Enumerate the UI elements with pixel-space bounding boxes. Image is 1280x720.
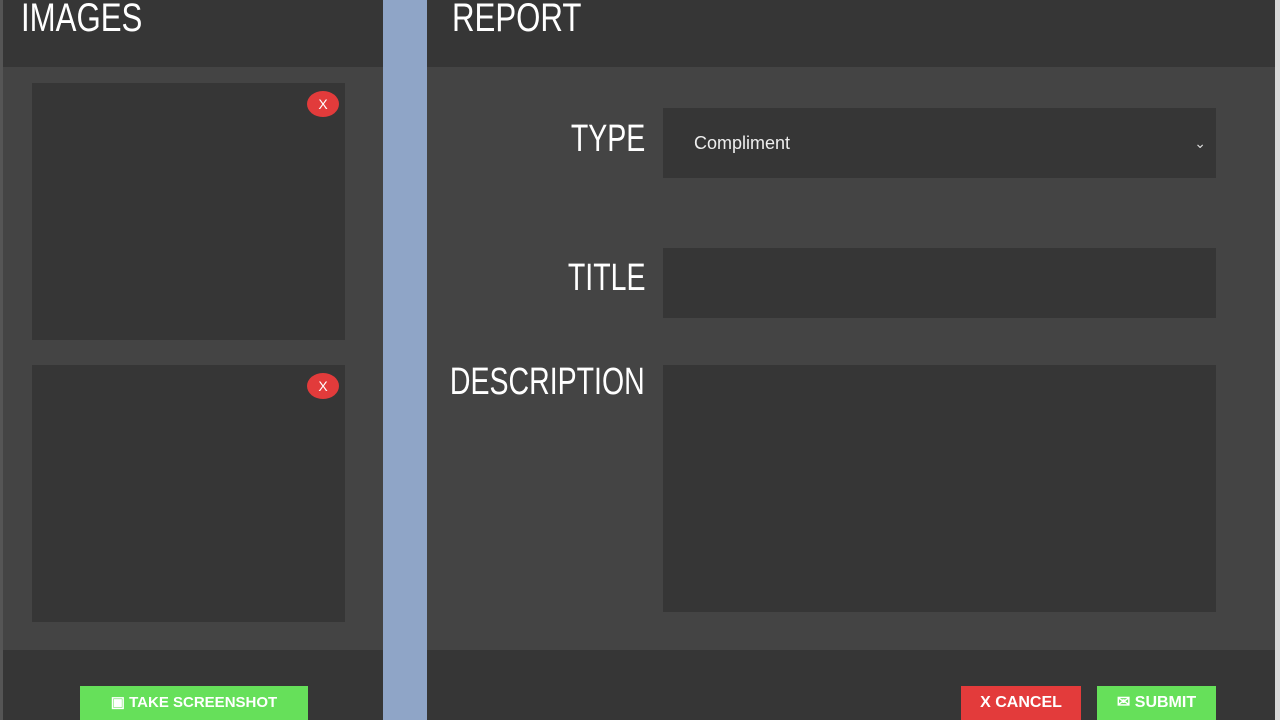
envelope-icon: ✉ xyxy=(1116,694,1135,711)
title-label: TITLE xyxy=(567,257,645,299)
remove-image-button[interactable]: X xyxy=(307,91,339,117)
take-screenshot-button[interactable]: ▣ TAKE SCREENSHOT xyxy=(80,686,308,720)
cancel-button[interactable]: X CANCEL xyxy=(961,686,1081,720)
camera-icon: ▣ xyxy=(110,694,130,711)
report-panel: REPORT TYPE Compliment ⌄ TITLE DESCRIPTI… xyxy=(427,0,1275,720)
report-title: REPORT xyxy=(452,0,582,40)
images-header: IMAGES xyxy=(3,0,383,67)
type-label: TYPE xyxy=(570,118,645,160)
submit-label: SUBMIT xyxy=(1134,694,1197,711)
title-input[interactable] xyxy=(663,248,1216,318)
image-slot: X xyxy=(32,365,345,622)
description-label: DESCRIPTION xyxy=(450,361,645,403)
chevron-down-icon: ⌄ xyxy=(1194,135,1206,151)
submit-button[interactable]: ✉ SUBMIT xyxy=(1097,686,1216,720)
take-screenshot-label: TAKE SCREENSHOT xyxy=(129,694,278,711)
remove-image-button[interactable]: X xyxy=(307,373,339,399)
window-edge xyxy=(1275,0,1280,720)
type-select-value: Compliment xyxy=(694,133,791,153)
image-slot: X xyxy=(32,83,345,340)
report-header: REPORT xyxy=(427,0,1275,67)
type-select[interactable]: Compliment ⌄ xyxy=(663,108,1216,178)
description-textarea[interactable] xyxy=(663,365,1216,612)
images-panel: IMAGES X X ▣ TAKE SCREENSHOT xyxy=(0,0,383,720)
images-title: IMAGES xyxy=(21,0,143,40)
